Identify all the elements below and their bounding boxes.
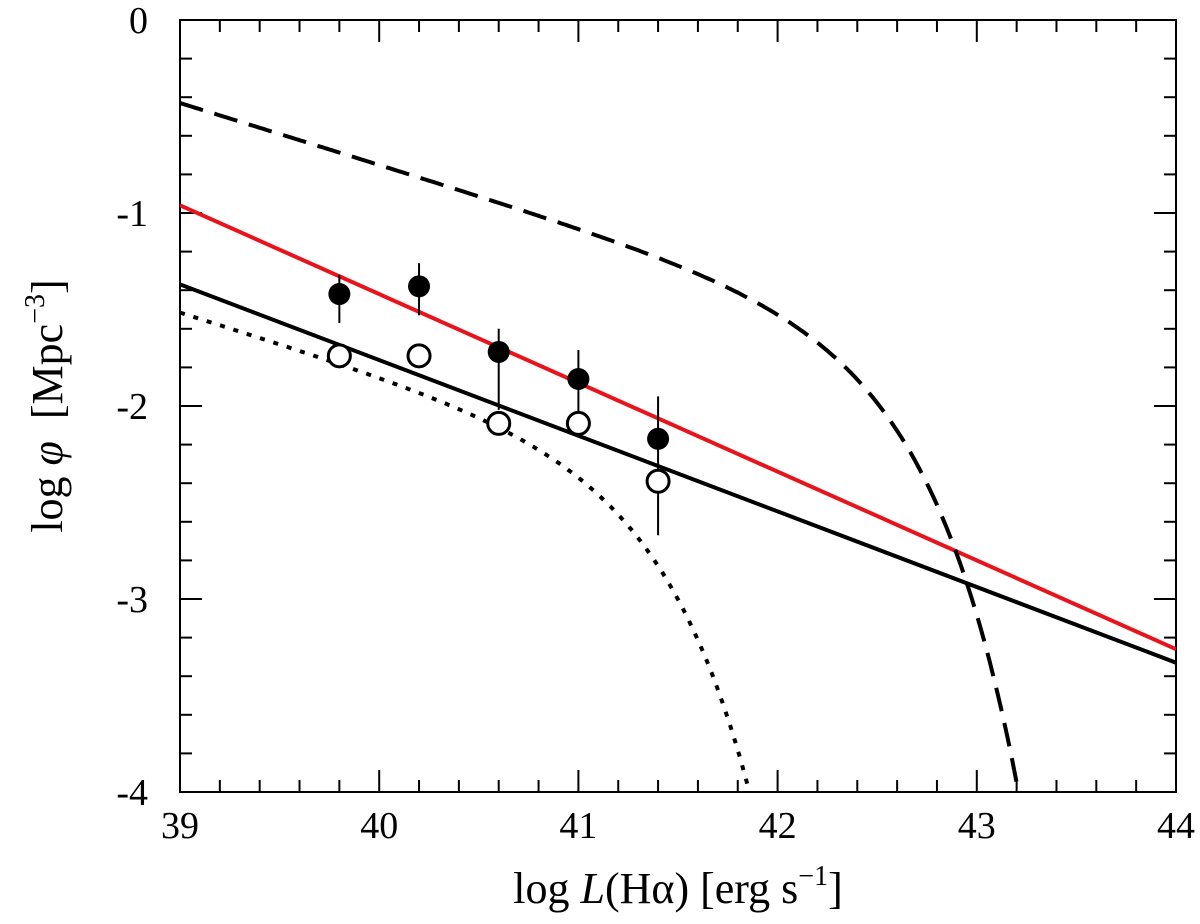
x-tick-label: 42 (759, 805, 797, 847)
red-power-law-fit-line (180, 203, 1176, 652)
y-tick-label: -3 (116, 579, 148, 621)
x-tick-label: 39 (161, 805, 199, 847)
filled-data-point (647, 427, 670, 450)
filled-data-point (487, 340, 510, 363)
x-tick-label: 44 (1157, 805, 1195, 847)
black-power-law-fit-line (180, 282, 1176, 665)
open-data-point (645, 468, 671, 494)
x-axis-title: log L(Hα) [erg s−1] (513, 861, 843, 913)
filled-data-point (567, 367, 590, 390)
open-data-point (565, 410, 591, 436)
open-data-point (406, 343, 432, 369)
x-tick-label: 40 (360, 805, 398, 847)
plot-frame (179, 19, 1177, 793)
y-tick-label: -4 (116, 772, 148, 814)
filled-data-point (328, 283, 351, 306)
y-tick-label: -1 (116, 193, 148, 235)
tick-labels: 39 40 41 42 43 44 -4 -3 -2 -1 0 (116, 0, 1195, 847)
x-tick-label: 43 (958, 805, 996, 847)
open-data-point (486, 410, 512, 436)
curves (180, 101, 1176, 792)
data-points (326, 263, 671, 536)
filled-data-point (408, 275, 431, 298)
open-data-point (326, 343, 352, 369)
dotted-Schechter-function-line (180, 310, 752, 792)
y-tick-label: -2 (116, 386, 148, 428)
dashed-Schechter-function-line (180, 101, 1021, 792)
tick-marks (179, 19, 1177, 793)
y-axis-title: log φ [Mpc−3] (20, 279, 72, 532)
y-tick-label: 0 (129, 0, 148, 42)
x-tick-label: 41 (559, 805, 597, 847)
